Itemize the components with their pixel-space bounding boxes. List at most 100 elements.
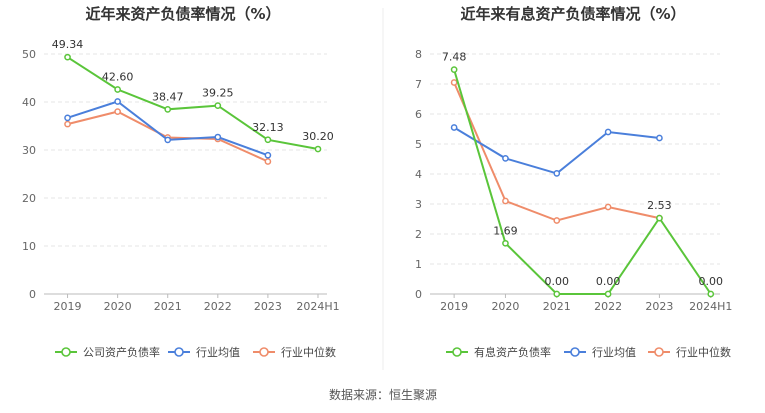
data-label: 0.00 (545, 275, 570, 288)
y-tick-label: 0 (415, 288, 422, 301)
legend-marker (61, 347, 71, 357)
data-point (64, 120, 71, 128)
data-point (502, 239, 509, 247)
data-label: 32.13 (252, 121, 284, 134)
data-point (502, 155, 509, 162)
data-point (214, 133, 222, 141)
series-3 (450, 79, 663, 224)
data-point (164, 105, 172, 113)
y-tick-label: 3 (415, 198, 422, 211)
x-tick-label: 2021 (543, 300, 571, 313)
data-point (114, 98, 121, 105)
chart-title: 近年来资产负债率情况（%） (85, 5, 280, 23)
data-point (164, 136, 172, 144)
legend-label: 行业均值 (196, 346, 240, 359)
data-point (64, 114, 71, 122)
data-point (553, 290, 561, 298)
legend-marker (452, 347, 462, 357)
legend-item[interactable]: 行业均值 (564, 346, 636, 359)
x-tick-label: 2022 (594, 300, 622, 313)
series-line (66, 56, 319, 150)
x-tick-label: 2019 (440, 300, 468, 313)
data-point (450, 79, 458, 86)
legend-marker (174, 347, 184, 357)
data-point (656, 134, 663, 142)
series-1: 7.48 1.69 0.00 0.00 2.53 0.00 (442, 51, 724, 298)
data-point (264, 158, 272, 165)
data-point (553, 170, 561, 177)
data-point (656, 214, 663, 222)
legend-item[interactable]: 行业中位数 (648, 345, 731, 359)
y-tick-label: 50 (22, 48, 36, 61)
legend-label: 公司资产负债率 (83, 345, 160, 359)
x-tick-label: 2022 (204, 300, 232, 313)
data-point (64, 53, 71, 61)
x-tick-label: 2020 (491, 300, 519, 313)
series-2 (450, 124, 663, 177)
x-tick-label: 2023 (254, 300, 282, 313)
series-line (453, 69, 712, 295)
series-2 (64, 98, 272, 159)
legend-item[interactable]: 行业均值 (168, 346, 240, 359)
data-point (214, 102, 222, 109)
data-label: 30.20 (302, 130, 334, 143)
data-point (450, 124, 458, 131)
y-tick-label: 4 (415, 168, 422, 181)
chart-2: 近年来有息资产负债率情况（%） 0 1 2 3 4 5 6 7 8 2019 2020 2021 2022… (415, 5, 732, 359)
data-point (707, 290, 715, 298)
data-label: 38.47 (152, 90, 184, 103)
y-tick-label: 10 (22, 240, 36, 253)
y-tick-label: 20 (22, 192, 36, 205)
data-point (502, 197, 509, 205)
series-1: 49.34 42.60 38.47 39.25 32.13 30.20 (52, 38, 334, 153)
data-point (264, 151, 272, 159)
data-point (114, 86, 121, 93)
x-tick-label: 2021 (154, 300, 182, 313)
data-source: 数据来源：恒生聚源 (329, 387, 437, 402)
y-tick-label: 2 (415, 228, 422, 241)
data-label: 7.48 (442, 51, 467, 64)
x-tick-label: 2020 (104, 300, 132, 313)
y-tick-label: 7 (415, 78, 422, 91)
data-point (553, 217, 561, 224)
legend-marker (259, 347, 269, 357)
data-point (114, 108, 121, 115)
data-label: 49.34 (52, 38, 84, 51)
legend-label: 有息资产负债率 (474, 345, 551, 359)
legend-label: 行业中位数 (281, 345, 336, 359)
legend-marker (654, 347, 664, 357)
chart-title: 近年来有息资产负债率情况（%） (460, 5, 685, 23)
data-point (604, 203, 612, 211)
legend-item[interactable]: 公司资产负债率 (55, 345, 160, 359)
y-tick-label: 6 (415, 108, 422, 121)
data-point (604, 128, 612, 136)
x-tick-label: 2024H1 (689, 300, 732, 313)
y-tick-label: 0 (29, 288, 36, 301)
y-tick-label: 8 (415, 48, 422, 61)
data-point (450, 66, 458, 73)
x-tick-label: 2019 (54, 300, 82, 313)
y-tick-label: 30 (22, 144, 36, 157)
data-label: 1.69 (493, 224, 518, 237)
legend-label: 行业中位数 (676, 345, 731, 359)
x-tick-label: 2024H1 (296, 300, 339, 313)
legend-label: 行业均值 (592, 346, 636, 359)
y-tick-label: 40 (22, 96, 36, 109)
data-label: 0.00 (699, 275, 724, 288)
y-tick-label: 1 (415, 258, 422, 271)
chart-1: 近年来资产负债率情况（%） 0 10 20 30 40 50 2019 2020 2021 2022… (22, 5, 340, 359)
data-label: 42.60 (102, 71, 134, 84)
legend-item[interactable]: 行业中位数 (253, 345, 336, 359)
series-line (453, 126, 660, 175)
data-point (314, 145, 322, 153)
series-line (453, 82, 660, 222)
data-label: 0.00 (596, 275, 621, 288)
legend-item[interactable]: 有息资产负债率 (446, 345, 551, 359)
data-point (264, 136, 272, 144)
legend-marker (570, 347, 580, 357)
series-3 (64, 108, 272, 165)
x-tick-label: 2023 (645, 300, 673, 313)
data-label: 39.25 (202, 87, 234, 100)
data-point (604, 290, 612, 298)
